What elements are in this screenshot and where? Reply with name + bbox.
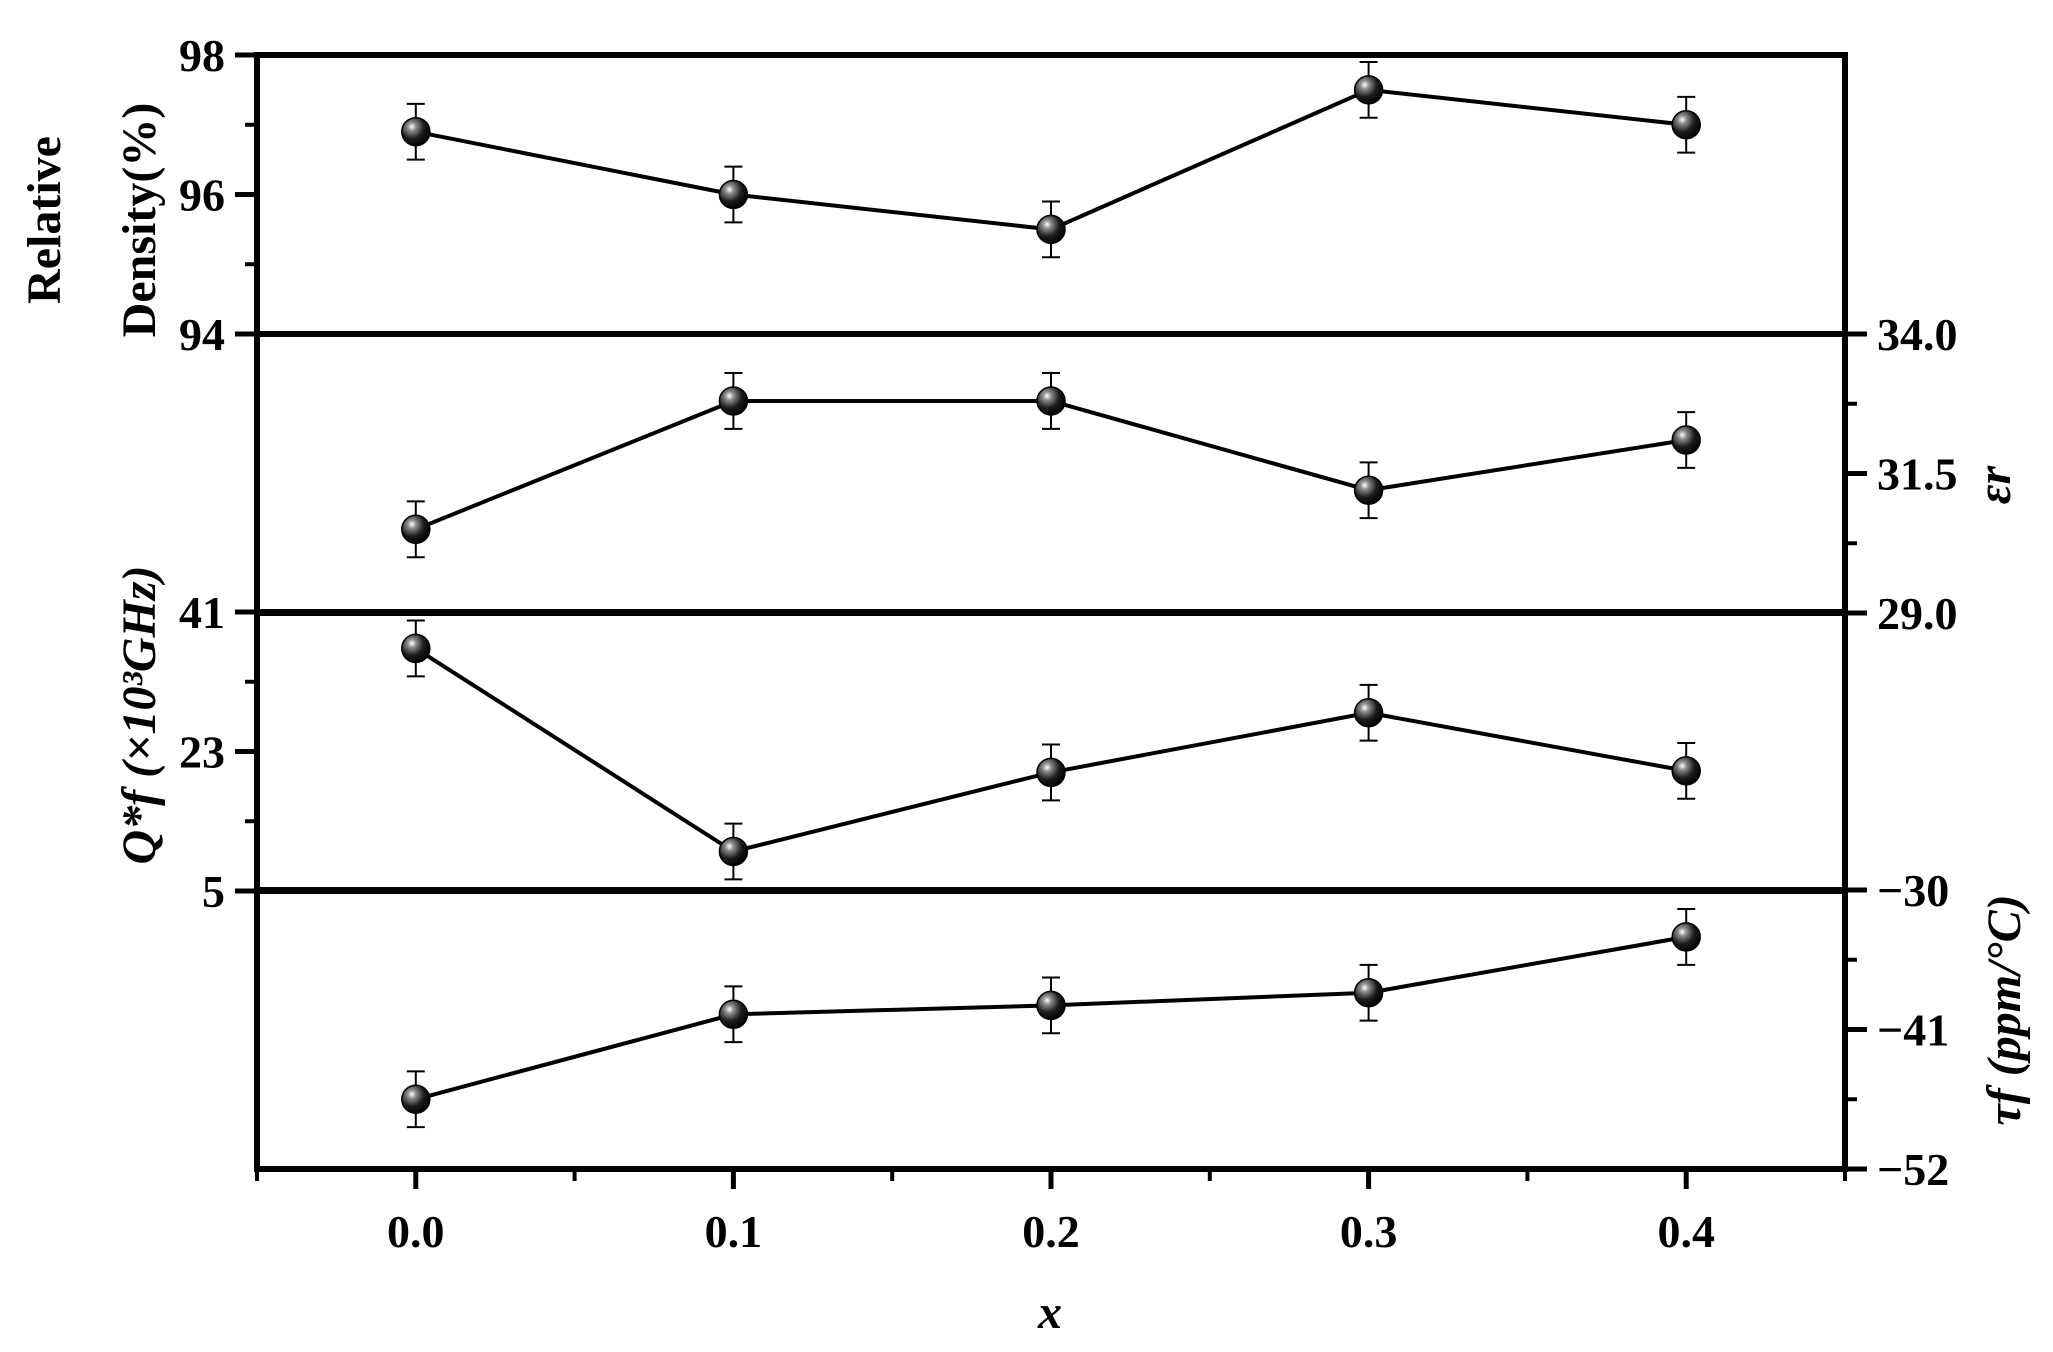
x-tick-label: 0.0 [387,1206,445,1257]
panels-layer: 94 96 98 29.0 31.5 34.0 5 23 41 −52 −41 −30 [179,30,1958,1195]
permittivity-data-point [1671,425,1701,455]
permittivity-panel: 29.0 31.5 34.0 [254,309,1958,639]
qf-tick-label: 41 [179,587,225,638]
x-axis-title: x [1037,1286,1062,1339]
x-tick-label: 0.3 [1340,1206,1398,1257]
qf-tick-label: 23 [179,727,225,778]
tauf-data-point [1671,922,1701,952]
x-axis: 0.0 0.1 0.2 0.3 0.4 [255,1169,1847,1257]
qf-axis-title-text: Q*f (×10³GHz) [113,565,166,864]
density-data-point [718,179,749,210]
density-axis-title: Relative [18,136,71,304]
permittivity-tick-label: 34.0 [1877,309,1958,360]
density-tick-label: 94 [179,309,225,360]
permittivity-axis-title: εr [1968,465,2021,505]
permittivity-tick-label: 31.5 [1877,449,1958,500]
x-tick-label: 0.1 [705,1206,763,1257]
density-axis-title-2: Density(%) [113,103,166,338]
permittivity-tick-label: 29.0 [1877,588,1958,639]
qf-tick-label: 5 [202,866,225,917]
tauf-data-point [718,999,749,1030]
density-panel: 94 96 98 [179,30,1848,360]
tauf-panel: −52 −41 −30 [254,865,1949,1195]
qf-data-point [1036,757,1066,788]
permittivity-data-point [1036,386,1066,416]
permittivity-data-point [401,514,431,545]
qf-data-point [401,633,431,664]
permittivity-data-point [718,386,749,416]
qf-axis-title: Q*f (×10³GHz) [113,565,166,864]
density-tick-label: 98 [179,30,225,81]
tauf-tick-label: −30 [1877,865,1949,916]
tauf-data-point [401,1084,431,1114]
tauf-data-point [1353,977,1384,1008]
density-data-point [1036,214,1066,245]
tauf-axis-title: τf (ppm/°C) [1978,894,2031,1125]
density-data-point [1353,75,1384,105]
permittivity-data-point [1353,475,1384,505]
qf-data-point [1671,756,1701,786]
density-axis-title-line1: Relative [18,136,71,304]
density-data-point [1671,110,1701,140]
tauf-axis-title-text: τf (ppm/°C) [1978,894,2031,1125]
density-frame [254,52,1848,337]
permittivity-axis-title-text: εr [1968,465,2021,505]
density-tick-label: 96 [179,170,225,221]
tauf-tick-label: −52 [1877,1144,1949,1195]
qf-data-point [718,836,749,867]
x-tick-label: 0.2 [1022,1206,1080,1257]
qf-data-point [1353,698,1384,728]
tauf-tick-label: −41 [1877,1005,1949,1056]
density-data-point [401,116,431,147]
tauf-data-point [1036,990,1066,1021]
density-axis-title-line2: Density(%) [113,103,166,338]
qf-panel: 5 23 41 [179,587,1848,917]
x-tick-label: 0.4 [1657,1206,1715,1257]
